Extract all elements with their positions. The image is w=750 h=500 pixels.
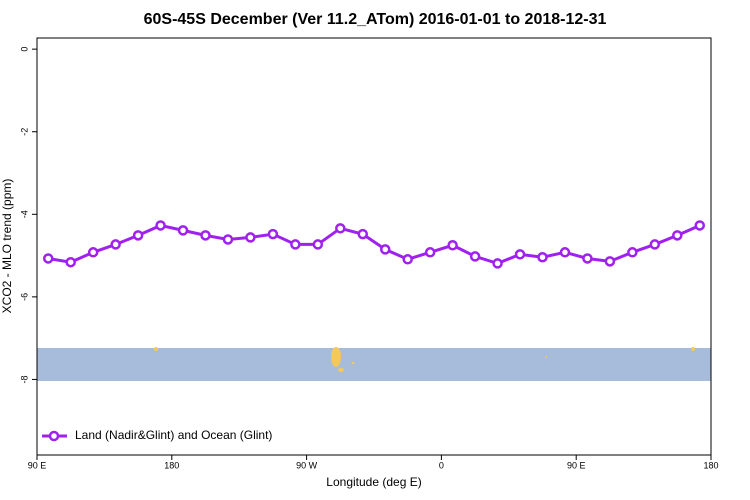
data-point <box>110 239 121 250</box>
plot-frame <box>36 37 712 456</box>
data-point <box>649 239 661 250</box>
y-axis-label: XCO2 - MLO trend (ppm) <box>0 179 14 314</box>
data-point <box>42 253 54 264</box>
data-point <box>402 254 413 265</box>
data-point <box>537 251 548 263</box>
data-point <box>357 228 369 240</box>
data-point <box>312 239 324 250</box>
x-tick-label: 180 <box>703 460 718 470</box>
data-point <box>379 244 391 255</box>
y-tick-label: -2 <box>19 128 29 136</box>
data-point <box>627 247 638 258</box>
data-point <box>604 256 616 267</box>
data-point <box>65 256 76 268</box>
data-point <box>245 232 256 243</box>
data-point <box>424 247 436 258</box>
y-tick-label: -8 <box>19 375 29 383</box>
x-tick-label: 0 <box>439 460 444 470</box>
data-point <box>155 220 166 231</box>
legend-marker <box>48 430 60 442</box>
data-point <box>447 240 458 251</box>
data-point <box>177 225 189 236</box>
x-axis-label: Longitude (deg E) <box>326 475 421 489</box>
data-point <box>222 234 234 245</box>
data-point <box>514 249 526 260</box>
y-tick-label: -6 <box>19 293 29 301</box>
data-point <box>290 239 301 250</box>
chart-title: 60S-45S December (Ver 11.2_ATom) 2016-01… <box>144 11 607 28</box>
land-blobs <box>154 347 695 372</box>
data-point <box>200 230 211 241</box>
series-line <box>47 223 701 266</box>
data-point <box>87 247 99 258</box>
x-tick-label: 180 <box>164 460 179 470</box>
data-point <box>582 253 593 264</box>
land-ocean-band <box>37 348 711 381</box>
data-point <box>672 230 683 241</box>
legend-label: Land (Nadir&Glint) and Ocean (Glint) <box>75 428 272 442</box>
data-point <box>694 220 706 231</box>
x-tick-label: 90 E <box>567 460 586 470</box>
x-tick-label: 90 E <box>28 460 47 470</box>
data-point <box>469 251 481 262</box>
x-tick-label: 90 W <box>296 460 318 470</box>
y-tick-label: 0 <box>19 47 29 52</box>
y-tick-label: -4 <box>19 210 29 218</box>
data-point <box>267 228 279 240</box>
data-point <box>492 258 503 269</box>
data-point <box>132 230 144 241</box>
data-point <box>335 223 346 234</box>
data-point <box>559 247 571 258</box>
